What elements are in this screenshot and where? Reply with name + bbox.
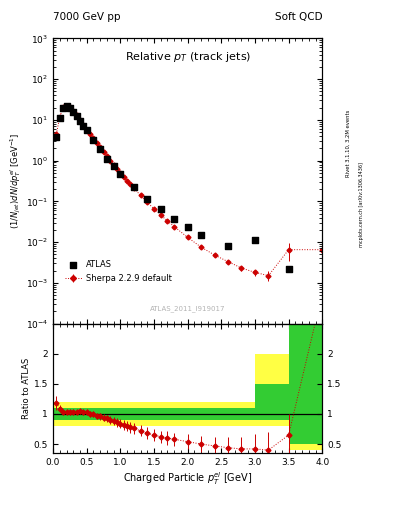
ATLAS	[104, 155, 110, 163]
Bar	[120, 402, 154, 426]
ATLAS	[198, 231, 204, 239]
Legend: ATLAS, Sherpa 2.2.9 default: ATLAS, Sherpa 2.2.9 default	[62, 258, 174, 285]
ATLAS	[144, 195, 151, 203]
Bar	[120, 408, 154, 420]
X-axis label: Charged Particle $p_T^{el}$ [GeV]: Charged Particle $p_T^{el}$ [GeV]	[123, 470, 252, 486]
Text: 7000 GeV pp: 7000 GeV pp	[53, 11, 121, 22]
ATLAS	[110, 162, 117, 170]
ATLAS	[80, 121, 86, 130]
Bar	[188, 408, 221, 420]
Text: ATLAS_2011_I919017: ATLAS_2011_I919017	[150, 305, 226, 312]
ATLAS	[185, 223, 191, 231]
Bar	[53, 408, 87, 420]
ATLAS	[70, 108, 76, 116]
Text: Soft QCD: Soft QCD	[275, 11, 322, 22]
ATLAS	[158, 205, 164, 213]
ATLAS	[63, 102, 70, 110]
Text: mcplots.cern.ch [arXiv:1306.3436]: mcplots.cern.ch [arXiv:1306.3436]	[359, 162, 364, 247]
Y-axis label: Ratio to ATLAS: Ratio to ATLAS	[22, 358, 31, 419]
Text: Relative $p_T$ (track jets): Relative $p_T$ (track jets)	[125, 50, 251, 64]
ATLAS	[97, 145, 103, 153]
ATLAS	[225, 242, 231, 250]
Bar	[288, 306, 322, 450]
ATLAS	[60, 103, 66, 112]
Bar	[221, 408, 255, 420]
Bar	[87, 402, 120, 426]
Bar	[87, 408, 120, 420]
Y-axis label: $(1/N_{jet})dN/dp_T^{el}$ [GeV$^{-1}$]: $(1/N_{jet})dN/dp_T^{el}$ [GeV$^{-1}$]	[9, 133, 23, 229]
ATLAS	[67, 103, 73, 112]
ATLAS	[131, 183, 137, 191]
ATLAS	[171, 215, 177, 223]
ATLAS	[285, 265, 292, 273]
Bar	[154, 402, 188, 426]
Bar	[255, 354, 288, 426]
Bar	[221, 402, 255, 426]
ATLAS	[117, 170, 123, 178]
Text: Rivet 3.1.10, 3.2M events: Rivet 3.1.10, 3.2M events	[345, 110, 350, 177]
ATLAS	[73, 112, 80, 120]
ATLAS	[57, 114, 63, 122]
Bar	[53, 402, 87, 426]
Bar	[154, 408, 188, 420]
Bar	[288, 324, 322, 444]
Bar	[255, 384, 288, 420]
ATLAS	[53, 133, 60, 141]
ATLAS	[84, 126, 90, 135]
ATLAS	[90, 136, 97, 144]
ATLAS	[252, 236, 258, 244]
ATLAS	[77, 117, 83, 125]
Bar	[188, 402, 221, 426]
